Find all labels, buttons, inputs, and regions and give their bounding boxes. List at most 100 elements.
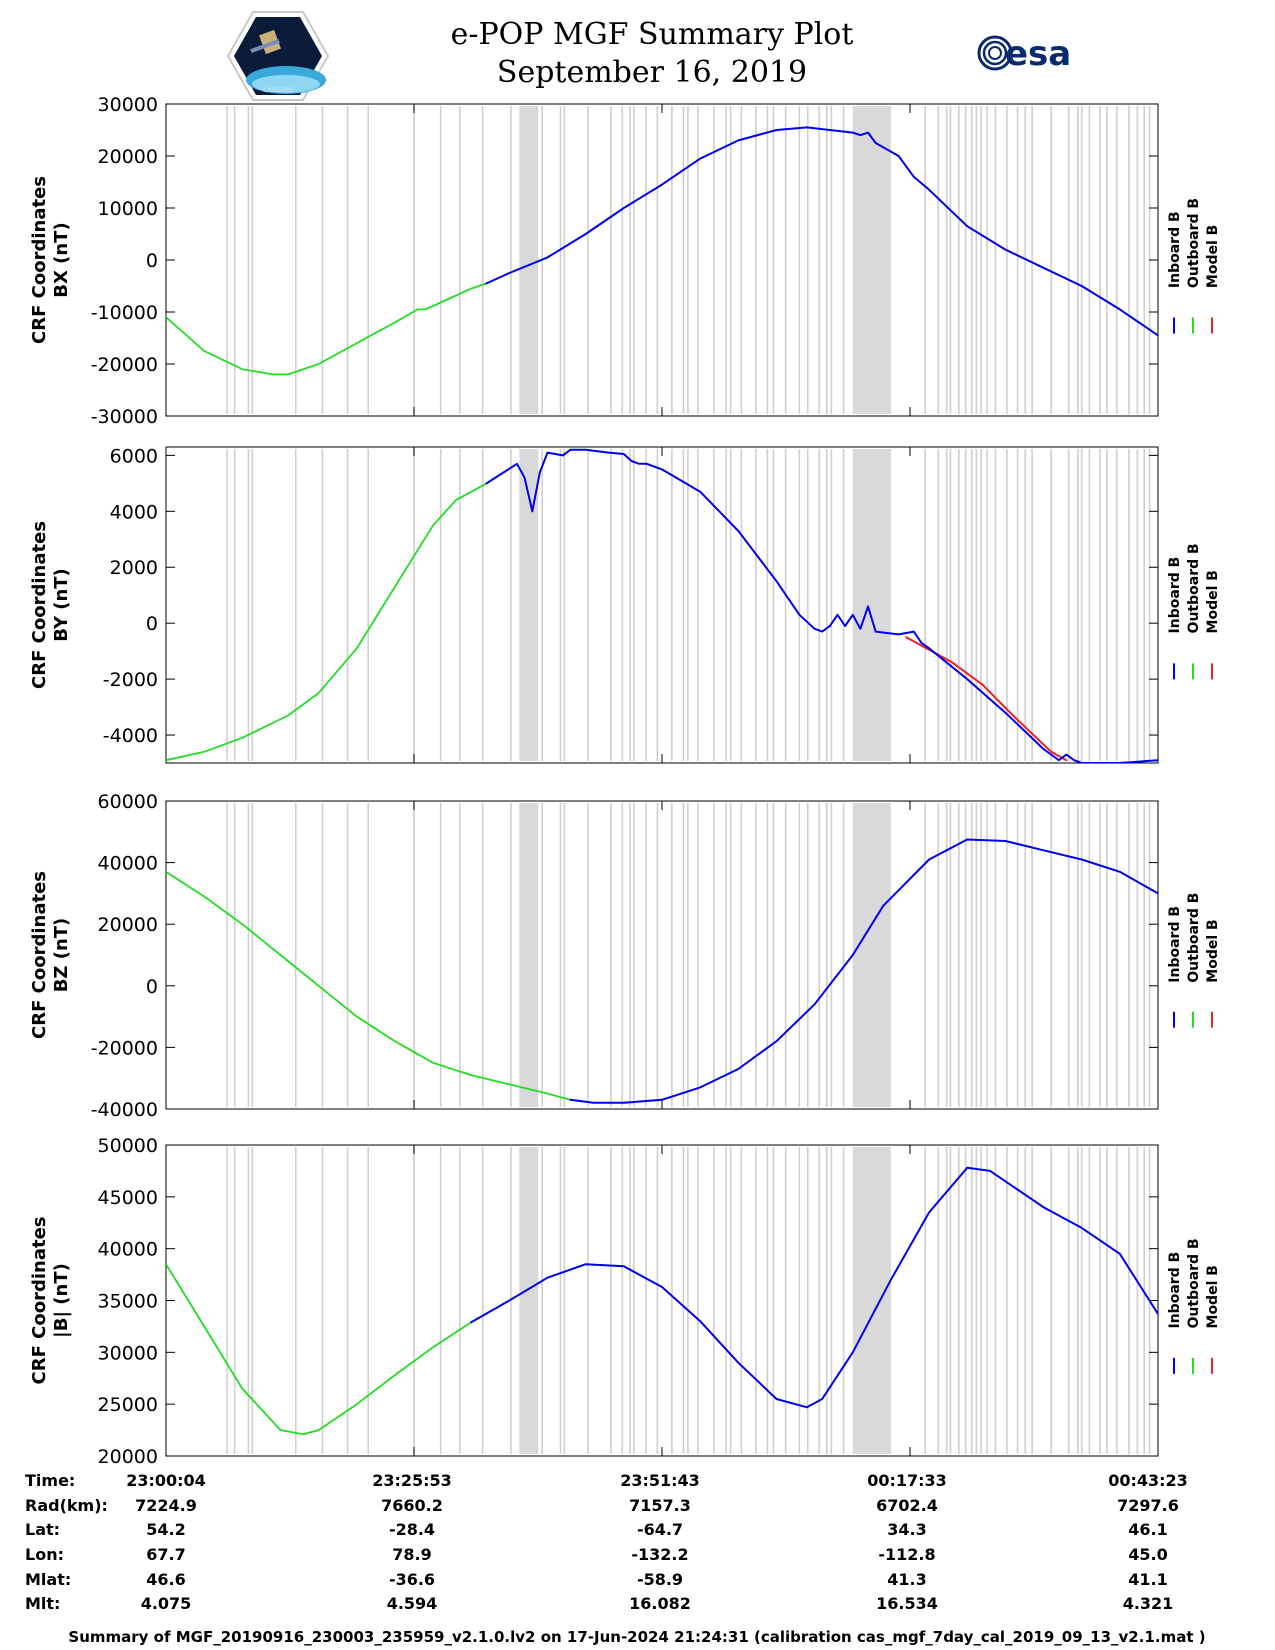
y-axis-label: CRF Coordinates <box>29 871 50 1039</box>
table-cell: 54.2 <box>146 1520 185 1539</box>
gap-band <box>519 803 539 1107</box>
table-cell: 4.075 <box>141 1594 192 1613</box>
gap-band <box>519 106 539 414</box>
table-cell: 23:51:43 <box>620 1471 700 1490</box>
legend-outboard-label: Outboard B <box>1186 543 1202 633</box>
table-cell: -58.9 <box>637 1570 683 1589</box>
plot-subtitle: September 16, 2019 <box>497 55 807 90</box>
table-row-labels: Time: Rad(km): Lat: Lon: Mlat: Mlt: <box>25 1471 108 1613</box>
y-tick-label: 4000 <box>110 501 158 523</box>
footer-text: Summary of MGF_20190916_230003_235959_v2… <box>68 1628 1205 1646</box>
plot-frame <box>165 103 1159 417</box>
table-cell: 41.1 <box>1128 1570 1167 1589</box>
table-cell: 23:00:04 <box>126 1471 206 1490</box>
legend-inboard-label: Inboard B <box>1167 557 1183 634</box>
table-cell: 7297.6 <box>1117 1496 1179 1515</box>
y-tick-label: -20000 <box>91 1037 158 1059</box>
table-cell: 00:17:33 <box>867 1471 947 1490</box>
series-outboard-b <box>166 870 572 1101</box>
legend-outboard-label: Outboard B <box>1186 198 1202 288</box>
y-tick-label: -30000 <box>91 406 158 428</box>
series-group <box>166 448 1158 763</box>
y-axis-label: BY (nT) <box>51 568 72 642</box>
gap-band <box>852 449 891 761</box>
table-cell: 7660.2 <box>381 1496 443 1515</box>
y-tick-label: 6000 <box>110 445 158 467</box>
table-cell: 45.0 <box>1128 1545 1167 1564</box>
y-tick-label: 25000 <box>98 1394 158 1416</box>
y-tick-label: 10000 <box>98 198 158 220</box>
panel-bz: -40000 -20000 0 20000 40000 60000 CRF Coordina… <box>29 791 1221 1121</box>
table-cell: 4.594 <box>387 1594 438 1613</box>
esa-logo: esa <box>977 34 1071 74</box>
series-outboard-b <box>166 282 488 376</box>
y-tick-label: 30000 <box>98 1342 158 1364</box>
table-cell: -64.7 <box>637 1520 683 1539</box>
table-cell: 78.9 <box>392 1545 431 1564</box>
y-tick-label: 0 <box>146 250 158 272</box>
y-axis-label: BZ (nT) <box>51 918 72 993</box>
y-tick-label: 0 <box>146 976 158 998</box>
series-outboard-b <box>166 1263 473 1436</box>
y-axis-label: BX (nT) <box>51 222 72 297</box>
row-label-mlat: Mlat: <box>25 1570 71 1589</box>
y-tick-label: 35000 <box>98 1291 158 1313</box>
series-group <box>166 838 1158 1104</box>
y-tick-label: 30000 <box>98 94 158 116</box>
table-cell: -28.4 <box>389 1520 435 1539</box>
legend-model-label: Model B <box>1205 919 1221 982</box>
series-inboard-b <box>485 448 1158 763</box>
y-tick-label: 0 <box>146 613 158 635</box>
y-tick-label: 2000 <box>110 557 158 579</box>
gap-band <box>852 1147 891 1454</box>
row-label-lon: Lon: <box>25 1545 64 1564</box>
y-tick-label: -10000 <box>91 302 158 324</box>
y-tick-label: -2000 <box>103 669 158 691</box>
y-tick-label: -40000 <box>91 1099 158 1121</box>
y-axis-label: CRF Coordinates <box>29 1217 50 1385</box>
series-group <box>166 126 1158 376</box>
legend-model-label: Model B <box>1205 1265 1221 1328</box>
legend: Inboard B Outboard B Model B <box>1167 543 1221 680</box>
gap-band <box>852 803 891 1107</box>
row-label-rad: Rad(km): <box>25 1496 108 1515</box>
header: CASSIOPE e-POP MGF Summary Plot Septembe… <box>226 11 1071 101</box>
table-cell: 34.3 <box>887 1520 926 1539</box>
y-tick-label: 20000 <box>98 146 158 168</box>
row-label-time: Time: <box>25 1471 75 1490</box>
series-inboard-b <box>569 838 1158 1104</box>
series-model-b <box>905 636 1068 762</box>
plot-frame <box>165 800 1159 1110</box>
table-column-1: 23:00:04 7224.9 54.2 67.7 46.6 4.075 <box>126 1471 206 1613</box>
gap-band <box>519 449 539 761</box>
y-axis-label: CRF Coordinates <box>29 521 50 689</box>
table-cell: 41.3 <box>887 1570 926 1589</box>
y-axis-label: CRF Coordinates <box>29 176 50 344</box>
y-tick-label: 40000 <box>98 1239 158 1261</box>
cassiope-logo-text: CASSIOPE <box>263 87 293 94</box>
y-axis-label: |B| (nT) <box>51 1263 72 1338</box>
table-cell: 67.7 <box>146 1545 185 1564</box>
plot-title: e-POP MGF Summary Plot <box>451 17 854 52</box>
y-tick-label: 40000 <box>98 853 158 875</box>
series-inboard-b <box>470 1166 1158 1409</box>
y-tick-label: 50000 <box>98 1135 158 1157</box>
table-column-3: 23:51:43 7157.3 -64.7 -132.2 -58.9 16.08… <box>620 1471 700 1613</box>
legend-inboard-label: Inboard B <box>1167 211 1183 288</box>
legend: Inboard B Outboard B Model B <box>1167 1238 1221 1374</box>
table-cell: 7157.3 <box>629 1496 691 1515</box>
legend-outboard-label: Outboard B <box>1186 1238 1202 1328</box>
gap-band <box>519 1147 539 1454</box>
panel-bx: -30000 -20000 -10000 0 10000 20000 30000 CRF Co… <box>29 94 1221 428</box>
table-cell: -36.6 <box>389 1570 435 1589</box>
table-cell: 6702.4 <box>876 1496 938 1515</box>
series-outboard-b <box>166 482 488 762</box>
legend-inboard-label: Inboard B <box>1167 1252 1183 1329</box>
legend-model-label: Model B <box>1205 225 1221 288</box>
row-label-mlt: Mlt: <box>25 1594 60 1613</box>
y-tick-label: -4000 <box>103 725 158 747</box>
gap-band <box>852 106 891 414</box>
table-cell: 7224.9 <box>135 1496 197 1515</box>
panel-bmag: 20000 25000 30000 35000 40000 45000 50000 CRF C… <box>29 1135 1221 1468</box>
